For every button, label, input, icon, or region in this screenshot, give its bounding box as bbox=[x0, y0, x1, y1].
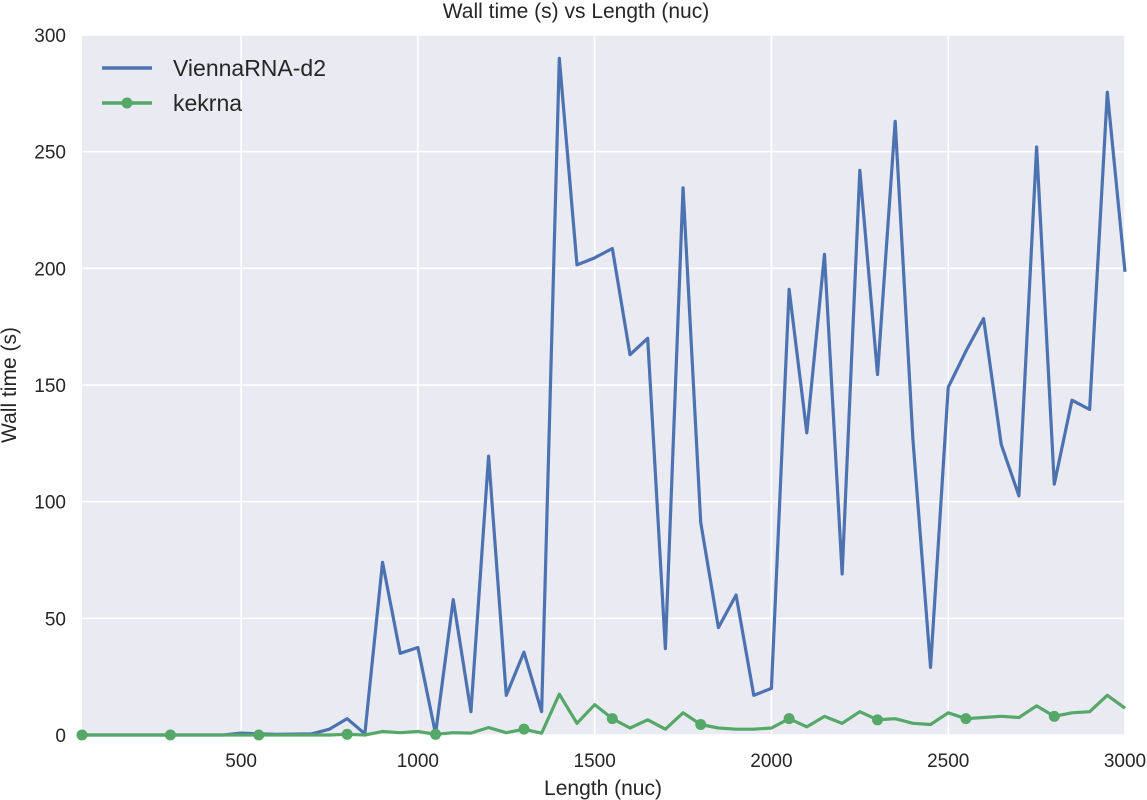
series-point-kekrna bbox=[164, 729, 176, 741]
legend-marker-kekrna bbox=[121, 97, 133, 109]
x-tick-label: 2500 bbox=[927, 751, 969, 772]
series-point-kekrna bbox=[695, 719, 707, 730]
x-tick-label: 500 bbox=[225, 751, 257, 772]
series-point-kekrna bbox=[430, 728, 442, 740]
y-tick-label: 100 bbox=[34, 493, 66, 514]
series-point-kekrna bbox=[518, 723, 530, 735]
x-axis-label: Length (nuc) bbox=[544, 777, 662, 800]
x-tick-labels: 500 1000 1500 2000 2500 3000 bbox=[225, 751, 1146, 772]
legend-label-vienna: ViennaRNA-d2 bbox=[173, 55, 326, 81]
series-point-kekrna bbox=[960, 713, 972, 725]
y-tick-label: 150 bbox=[34, 376, 66, 397]
legend: ViennaRNA-d2 kekrna bbox=[102, 55, 326, 116]
series-point-kekrna bbox=[872, 714, 884, 726]
series-point-kekrna bbox=[253, 729, 265, 741]
grid-lines bbox=[82, 34, 1126, 736]
x-tick-label: 1500 bbox=[574, 751, 616, 772]
y-tick-label: 0 bbox=[55, 726, 66, 747]
x-tick-label: 3000 bbox=[1104, 751, 1146, 772]
x-tick-label: 2000 bbox=[750, 751, 792, 772]
series-point-kekrna bbox=[606, 713, 618, 725]
series-layer bbox=[76, 56, 1127, 741]
x-tick-label: 1000 bbox=[397, 751, 439, 772]
series-point-kekrna bbox=[1048, 710, 1060, 722]
y-tick-label: 300 bbox=[34, 26, 66, 47]
y-axis-label: Wall time (s) bbox=[0, 327, 21, 443]
series-point-kekrna bbox=[783, 713, 795, 725]
y-tick-label: 50 bbox=[45, 609, 66, 630]
y-tick-labels: 0 50 100 150 200 250 300 bbox=[34, 26, 66, 747]
series-point-kekrna bbox=[341, 728, 353, 740]
chart-title: Wall time (s) vs Length (nuc) bbox=[443, 0, 709, 23]
y-tick-label: 200 bbox=[34, 259, 66, 280]
y-tick-label: 250 bbox=[34, 143, 66, 164]
series-point-kekrna bbox=[76, 729, 88, 741]
legend-label-kekrna: kekrna bbox=[173, 90, 242, 116]
